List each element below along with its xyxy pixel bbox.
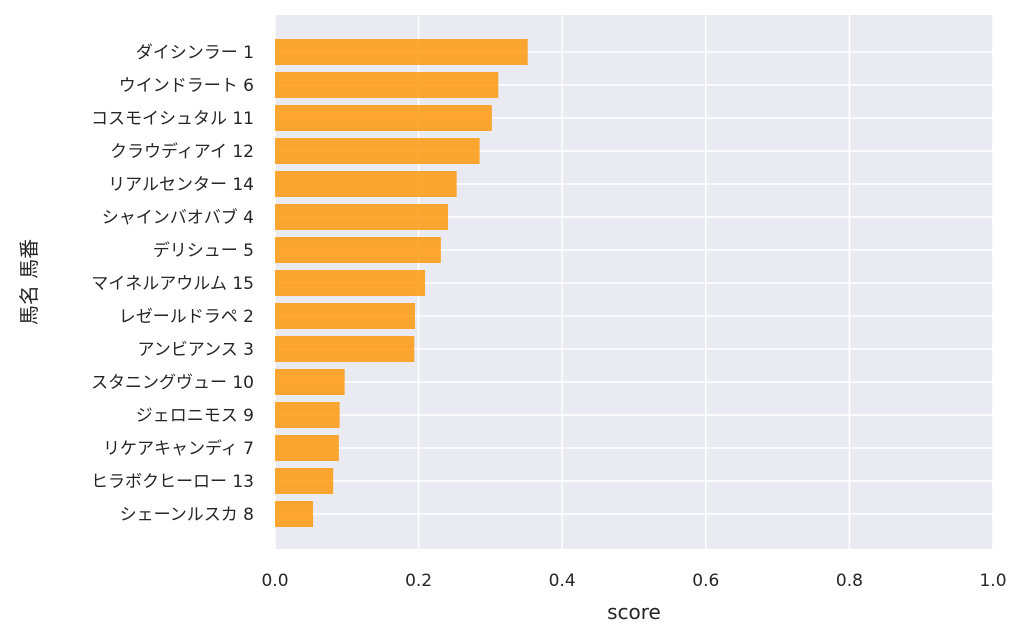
bar: [275, 105, 492, 131]
y-category-label: スタニングヴュー 10: [91, 373, 254, 393]
x-tick-label: 0.2: [405, 571, 432, 591]
bar: [275, 204, 449, 230]
y-category-label: アンビアンス 3: [137, 340, 254, 360]
y-category-label: デリシュー 5: [153, 240, 254, 261]
x-axis-title: score: [607, 600, 661, 624]
y-category-label: クラウディアイ 12: [110, 141, 254, 162]
bar: [275, 369, 345, 395]
y-axis-title: 馬名 馬番: [17, 239, 41, 325]
bar: [275, 138, 480, 164]
x-tick-labels: 0.0 0.2 0.4 0.6 0.8 1.0: [261, 571, 1006, 591]
y-category-label: ダイシンラー 1: [136, 43, 254, 63]
bar: [275, 435, 339, 461]
x-tick-label: 0.8: [836, 571, 863, 591]
bar: [275, 468, 334, 494]
y-category-label: シャインバオバブ 4: [102, 207, 254, 228]
bar: [275, 270, 426, 296]
bar: [275, 501, 314, 527]
y-category-label: ヒラボクヒーロー 13: [91, 472, 254, 492]
x-tick-label: 1.0: [979, 571, 1006, 591]
y-category-label: シェーンルスカ 8: [120, 505, 254, 525]
y-category-label: レゼールドラペ 2: [119, 307, 254, 327]
x-tick-label: 0.6: [692, 571, 719, 591]
y-category-label: ジェロニモス 9: [136, 406, 254, 426]
bar: [275, 72, 499, 98]
x-tick-label: 0.4: [549, 571, 576, 591]
bar: [275, 336, 415, 362]
x-tick-label: 0.0: [261, 571, 288, 591]
bar: [275, 171, 457, 197]
y-category-label: マイネルアウルム 15: [91, 274, 254, 294]
y-category-label: ウインドラート 6: [119, 76, 254, 96]
bar: [275, 39, 528, 65]
bars: [275, 39, 528, 527]
y-category-label: コスモイシュタル 11: [91, 109, 254, 129]
bar: [275, 303, 416, 329]
bar: [275, 237, 441, 263]
y-category-label: リアルセンター 14: [108, 175, 254, 195]
y-category-label: リケアキャンディ 7: [103, 438, 254, 459]
y-category-labels: ダイシンラー 1 ウインドラート 6 コスモイシュタル 11 クラウディアイ 12 リア…: [91, 43, 254, 525]
bar: [275, 402, 340, 428]
